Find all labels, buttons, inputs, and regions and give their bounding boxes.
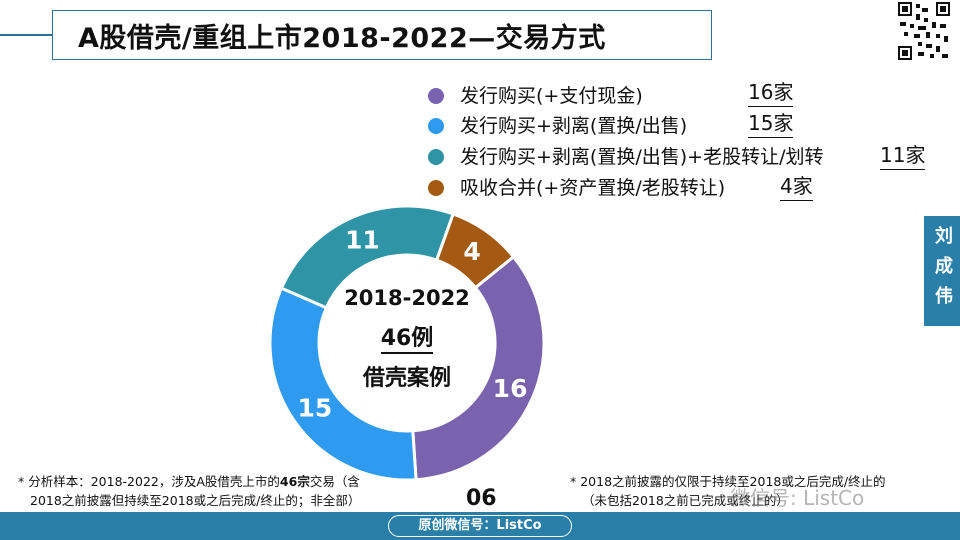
donut-chart: 16 15 11 4: [268, 204, 546, 482]
slice-value-label: 16: [493, 374, 528, 403]
slice-value-label: 4: [463, 237, 480, 266]
footnote-left-prefix: * 分析样本：2018-2022，涉及A股借壳上市的: [18, 474, 280, 489]
donut-slice: [268, 286, 418, 482]
footnote-left: * 分析样本：2018-2022，涉及A股借壳上市的46宗交易（含 2018之前…: [18, 472, 360, 510]
legend-count: 4家: [780, 170, 813, 201]
legend-label: 发行购买+剥离(置换/出售): [460, 115, 688, 137]
wechat-id-label: 原创微信号：ListCo: [388, 515, 572, 537]
legend-swatch: [428, 88, 444, 104]
slice-value-label: 15: [298, 394, 333, 423]
footnote-right-line2: （未包括2018之前已完成或终止的）: [582, 493, 789, 508]
page-number: 06: [466, 486, 497, 511]
title-box: [52, 10, 712, 60]
donut-slice: [411, 254, 546, 482]
slice-value-label: 11: [345, 226, 380, 255]
legend-label: 吸收合并(+资产置换/老股转让): [460, 177, 726, 199]
center-count-value: 46例: [380, 326, 434, 354]
center-years: 2018-2022: [344, 286, 470, 310]
watermark: 微信号: ListCo: [730, 486, 865, 510]
legend-label: 发行购买+剥离(置换/出售)+老股转让/划转: [460, 146, 824, 168]
page-title: A股借壳/重组上市2018-2022—交易方式: [78, 23, 606, 54]
legend-count: 15家: [748, 107, 794, 138]
footnote-right: * 2018之前披露的仅限于持续至2018或之后完成/终止的 （未包括2018之…: [570, 472, 886, 510]
legend-count: 11家: [880, 139, 926, 170]
author-side-tab: 刘成伟: [924, 216, 960, 326]
qr-code-icon: [896, 0, 952, 62]
title-accent-line: [0, 34, 60, 36]
legend-label: 发行购买(+支付现金): [460, 85, 643, 107]
footnote-right-line1: * 2018之前披露的仅限于持续至2018或之后完成/终止的: [570, 474, 886, 489]
footnote-left-line1: * 分析样本：2018-2022，涉及A股借壳上市的46宗交易（含: [18, 472, 360, 491]
legend-count: 16家: [748, 76, 794, 107]
footnote-left-bold: 46宗: [279, 474, 310, 489]
footnote-left-suffix: 交易（含: [309, 474, 360, 489]
donut-slice: [434, 212, 516, 290]
legend-swatch: [428, 149, 444, 165]
center-caption: 借壳案例: [362, 366, 451, 391]
bottom-bar: [0, 512, 960, 540]
center-count: 46例: [322, 320, 492, 354]
footnote-left-line2: 2018之前披露但持续至2018或之后完成/终止的；非全部）: [30, 493, 361, 508]
legend-swatch: [428, 118, 444, 134]
donut-slice: [279, 204, 456, 310]
legend-swatch: [428, 180, 444, 196]
